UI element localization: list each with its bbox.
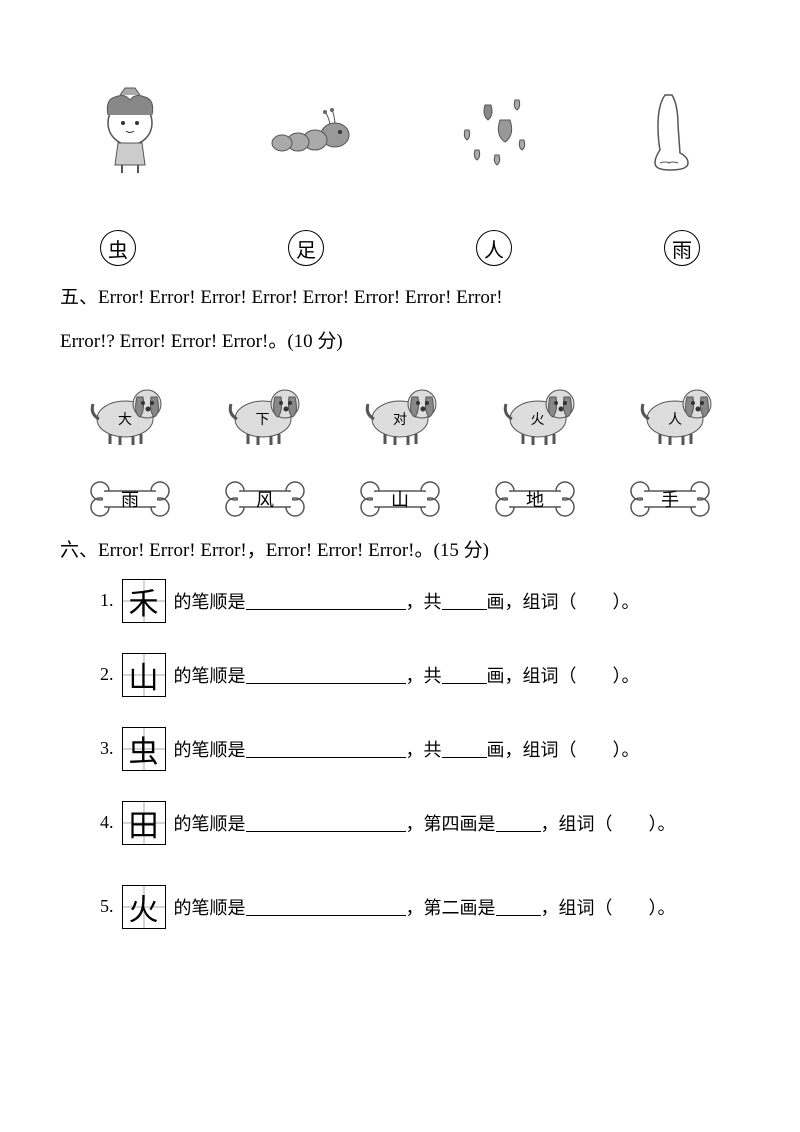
dog-item: 大 bbox=[70, 369, 180, 449]
bone-char: 雨 bbox=[121, 486, 139, 512]
dog-char: 人 bbox=[668, 409, 682, 429]
dog-item: 火 bbox=[483, 369, 593, 449]
image-caterpillar bbox=[250, 80, 370, 180]
circle-char: 足 bbox=[288, 230, 324, 266]
exercise-text: 的笔顺是 bbox=[174, 736, 246, 762]
bones-row: 雨 风 山 地 bbox=[60, 479, 740, 519]
exercise-text: ，第四画是 bbox=[406, 810, 496, 836]
exercise-item: 3. 虫 的笔顺是 ，共 画，组词（ ）。 bbox=[100, 727, 740, 771]
circle-char: 虫 bbox=[100, 230, 136, 266]
section5-errors: Error! Error! Error! Error! Error! Error… bbox=[98, 287, 503, 308]
dog-char: 下 bbox=[256, 409, 270, 429]
exercise-text: 画，组词（ ）。 bbox=[487, 588, 640, 614]
exercise-text: ，共 bbox=[406, 662, 442, 688]
exercise-text: 画，组词（ ）。 bbox=[487, 736, 640, 762]
image-rain bbox=[430, 80, 550, 180]
blank-line bbox=[246, 740, 406, 758]
char-box: 田 bbox=[122, 801, 166, 845]
bone-char: 山 bbox=[391, 486, 409, 512]
bone-char: 地 bbox=[526, 486, 544, 512]
exercise-item: 1. 禾 的笔顺是 ，共 画，组词（ ）。 bbox=[100, 579, 740, 623]
dog-item: 对 bbox=[345, 369, 455, 449]
dog-item: 下 bbox=[208, 369, 318, 449]
image-girl bbox=[70, 80, 190, 180]
blank-line bbox=[442, 740, 487, 758]
exercise-text: ，共 bbox=[406, 588, 442, 614]
exercise-item: 4. 田 的笔顺是 ，第四画是 ，组词（ ）。 bbox=[100, 801, 740, 845]
circle-chars-row: 虫 足 人 雨 bbox=[60, 230, 740, 266]
section5-number: 五、 bbox=[60, 287, 98, 308]
image-foot bbox=[610, 80, 730, 180]
bone-item: 山 bbox=[345, 479, 455, 519]
char-box: 火 bbox=[122, 885, 166, 929]
section6-title: 六、Error! Error! Error!，Error! Error! Err… bbox=[60, 534, 740, 568]
exercise-text: 的笔顺是 bbox=[174, 662, 246, 688]
matching-images-row bbox=[60, 80, 740, 180]
exercise-text: 的笔顺是 bbox=[174, 894, 246, 920]
bone-item: 雨 bbox=[75, 479, 185, 519]
exercise-num: 4. bbox=[100, 812, 114, 833]
bone-char: 风 bbox=[256, 486, 274, 512]
exercise-text: 的笔顺是 bbox=[174, 588, 246, 614]
dog-char: 火 bbox=[531, 409, 545, 429]
bone-item: 手 bbox=[615, 479, 725, 519]
exercise-num: 5. bbox=[100, 896, 114, 917]
blank-line bbox=[442, 592, 487, 610]
exercise-text: ，共 bbox=[406, 736, 442, 762]
exercise-text: ，第二画是 bbox=[406, 894, 496, 920]
exercise-text: ，组词（ ）。 bbox=[541, 810, 676, 836]
exercise-text: 的笔顺是 bbox=[174, 810, 246, 836]
dog-char: 对 bbox=[393, 409, 407, 429]
char-box: 虫 bbox=[122, 727, 166, 771]
exercise-item: 2. 山 的笔顺是 ，共 画，组词（ ）。 bbox=[100, 653, 740, 697]
blank-line bbox=[442, 666, 487, 684]
bone-char: 手 bbox=[661, 486, 679, 512]
exercise-list: 1. 禾 的笔顺是 ，共 画，组词（ ）。 2. 山 的笔顺是 ，共 画，组词（… bbox=[60, 579, 740, 929]
char-box: 山 bbox=[122, 653, 166, 697]
exercise-num: 1. bbox=[100, 590, 114, 611]
blank-line bbox=[246, 898, 406, 916]
bone-item: 风 bbox=[210, 479, 320, 519]
dogs-row: 大 下 bbox=[60, 369, 740, 449]
exercise-text: ，组词（ ）。 bbox=[541, 894, 676, 920]
blank-line bbox=[246, 666, 406, 684]
exercise-text: 画，组词（ ）。 bbox=[487, 662, 640, 688]
section5-title-line2: Error!? Error! Error! Error!。(10 分) bbox=[60, 325, 740, 359]
circle-char: 人 bbox=[476, 230, 512, 266]
char-box: 禾 bbox=[122, 579, 166, 623]
section5-title: 五、Error! Error! Error! Error! Error! Err… bbox=[60, 281, 740, 315]
circle-char: 雨 bbox=[664, 230, 700, 266]
exercise-num: 2. bbox=[100, 664, 114, 685]
dog-item: 人 bbox=[620, 369, 730, 449]
exercise-item: 5. 火 的笔顺是 ，第二画是 ，组词（ ）。 bbox=[100, 885, 740, 929]
blank-line bbox=[246, 814, 406, 832]
blank-line bbox=[496, 814, 541, 832]
bone-item: 地 bbox=[480, 479, 590, 519]
dog-char: 大 bbox=[118, 409, 132, 429]
blank-line bbox=[496, 898, 541, 916]
exercise-num: 3. bbox=[100, 738, 114, 759]
section6-text: Error! Error! Error!，Error! Error! Error… bbox=[98, 540, 489, 561]
section6-number: 六、 bbox=[60, 540, 98, 561]
blank-line bbox=[246, 592, 406, 610]
